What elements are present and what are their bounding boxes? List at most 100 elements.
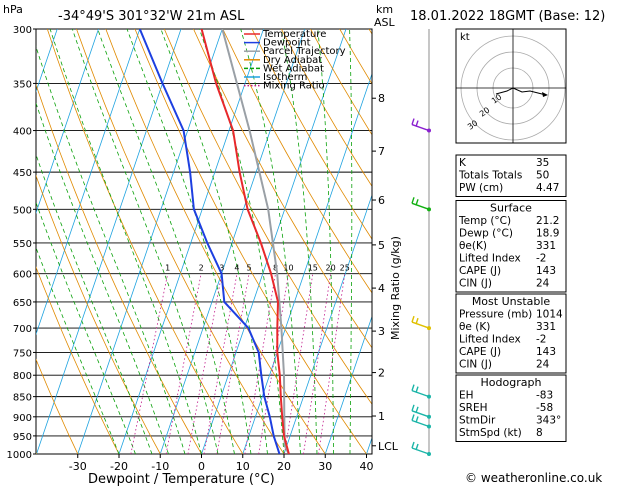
km-tick-label: LCL [378, 440, 399, 453]
wet-adiabat [36, 45, 186, 454]
km-tick-label: 2 [378, 367, 385, 380]
hodograph-table-row-label: StmDir [459, 415, 496, 427]
wind-barb-flag [411, 197, 415, 204]
wind-barb [411, 404, 431, 419]
wind-barb-dot [427, 414, 431, 419]
most-unstable-row-label: CIN (J) [459, 359, 492, 371]
mixing-ratio-label: 4 [234, 264, 239, 273]
mixing-ratio-label: 15 [308, 264, 318, 273]
hodograph-table-row-value: -83 [536, 390, 553, 402]
most-unstable-box [455, 293, 567, 374]
most-unstable-row-value: -2 [536, 334, 546, 346]
wind-barb-dot [427, 452, 431, 456]
most-unstable-row-label: CAPE (J) [459, 346, 501, 358]
mixing-ratio-label: 25 [340, 264, 350, 273]
wet-adiabat [97, 29, 235, 454]
most-unstable-row-value: 143 [536, 346, 556, 358]
mixing-ratio-line [244, 273, 276, 454]
wind-barb-flag [415, 386, 419, 393]
isotherm [159, 29, 306, 454]
hodograph-table-row-label: EH [459, 390, 474, 402]
most-unstable-row-value: 1014 [536, 309, 563, 321]
wind-barb-flag [415, 406, 419, 414]
wet-adiabat [36, 102, 169, 454]
wind-barb [411, 384, 431, 399]
pressure-tick-label: 1000 [7, 450, 32, 461]
mixing-ratio-line [165, 273, 202, 454]
mixing-ratio-line [203, 273, 238, 454]
wind-barb-flag [415, 443, 419, 451]
pressure-tick-label: 400 [13, 127, 32, 138]
surface-row-label: Lifted Index [459, 253, 521, 265]
dry-adiabat [36, 174, 161, 454]
location-title: -34°49'S 301°32'W 21m ASL [58, 9, 245, 24]
wet-adiabat [36, 153, 153, 454]
mixing-ratio-line [187, 273, 223, 454]
wet-adiabat [49, 29, 202, 454]
wind-barb-staff [411, 321, 430, 329]
dry-adiabat [280, 29, 372, 188]
pressure-tick-label: 750 [13, 348, 32, 359]
dry-adiabat [603, 29, 629, 454]
wind-barb-dot [427, 207, 431, 212]
isotherm [201, 29, 347, 454]
wind-barb-flag [411, 414, 415, 421]
mixing-ratio-label: 3 [219, 264, 224, 273]
pressure-tick-label: 300 [13, 25, 32, 36]
temperature-tick-label: -20 [110, 460, 128, 473]
surface-row-value: 331 [536, 240, 556, 252]
surface-row-label: CIN (J) [459, 278, 492, 290]
wet-adiabat [240, 29, 301, 454]
temperature-tick-label: 0 [198, 460, 205, 473]
wind-barb-dot [427, 394, 431, 399]
pressure-tick-label: 800 [13, 371, 32, 382]
temperature-tick-label: -30 [69, 460, 87, 473]
wet-adiabat [280, 29, 318, 454]
asl-label: ASL [374, 16, 396, 29]
wind-barb-flag [411, 404, 415, 412]
hpa-label: hPa [3, 3, 23, 16]
wind-barb-staff [411, 447, 430, 455]
mixing-ratio-label: 1 [165, 264, 170, 273]
wind-barb-flag [415, 317, 419, 325]
mixing-ratio-line [284, 273, 314, 454]
surface-title: Surface [490, 202, 532, 215]
km-tick-label: 7 [378, 145, 385, 158]
wet-adiabat [160, 29, 268, 454]
dry-adiabat [36, 266, 120, 454]
surface-row-value: 143 [536, 265, 556, 277]
wet-adiabat [71, 29, 219, 454]
wind-barb-flag [415, 199, 419, 206]
dry-adiabat [163, 29, 372, 405]
most-unstable-row-value: 331 [536, 321, 556, 333]
wind-barb [411, 197, 431, 212]
km-tick-label: 4 [378, 282, 385, 295]
wind-barb-dot [427, 128, 431, 133]
mixing-ratio-label: 5 [247, 264, 252, 273]
wind-barb-staff [411, 123, 430, 132]
surface-row-label: CAPE (J) [459, 265, 501, 277]
most-unstable-row-value: 24 [536, 359, 550, 371]
temperature-tick-label: 30 [318, 460, 332, 473]
isotherm [283, 193, 372, 454]
isotherm [36, 29, 141, 336]
most-unstable-row-label: Pressure (mb) [459, 309, 532, 321]
pressure-tick-label: 550 [13, 239, 32, 250]
stability-tables: K 35 Totals Totals 50 PW (cm) 4.47 SurfaceTemp… [455, 154, 567, 442]
datetime-title: 18.01.2022 18GMT (Base: 12) [410, 9, 605, 24]
dry-adiabat [251, 29, 372, 240]
wet-adiabat [36, 201, 136, 454]
wind-barb [411, 441, 431, 456]
most-unstable-title: Most Unstable [472, 295, 551, 308]
surface-row-value: 18.9 [536, 228, 559, 240]
wet-adiabat [349, 29, 353, 454]
dry-adiabat [36, 358, 79, 454]
y-axis-label-right: Mixing Ratio (g/kg) [389, 236, 402, 340]
hodograph-table-row-value: -58 [536, 402, 553, 414]
pressure-tick-label: 500 [13, 205, 32, 216]
dry-adiabat [105, 29, 326, 454]
temperature-tick-label: 40 [360, 460, 374, 473]
legend-label: Dewpoint [263, 38, 311, 49]
temperature-tick-label: -10 [151, 460, 169, 473]
